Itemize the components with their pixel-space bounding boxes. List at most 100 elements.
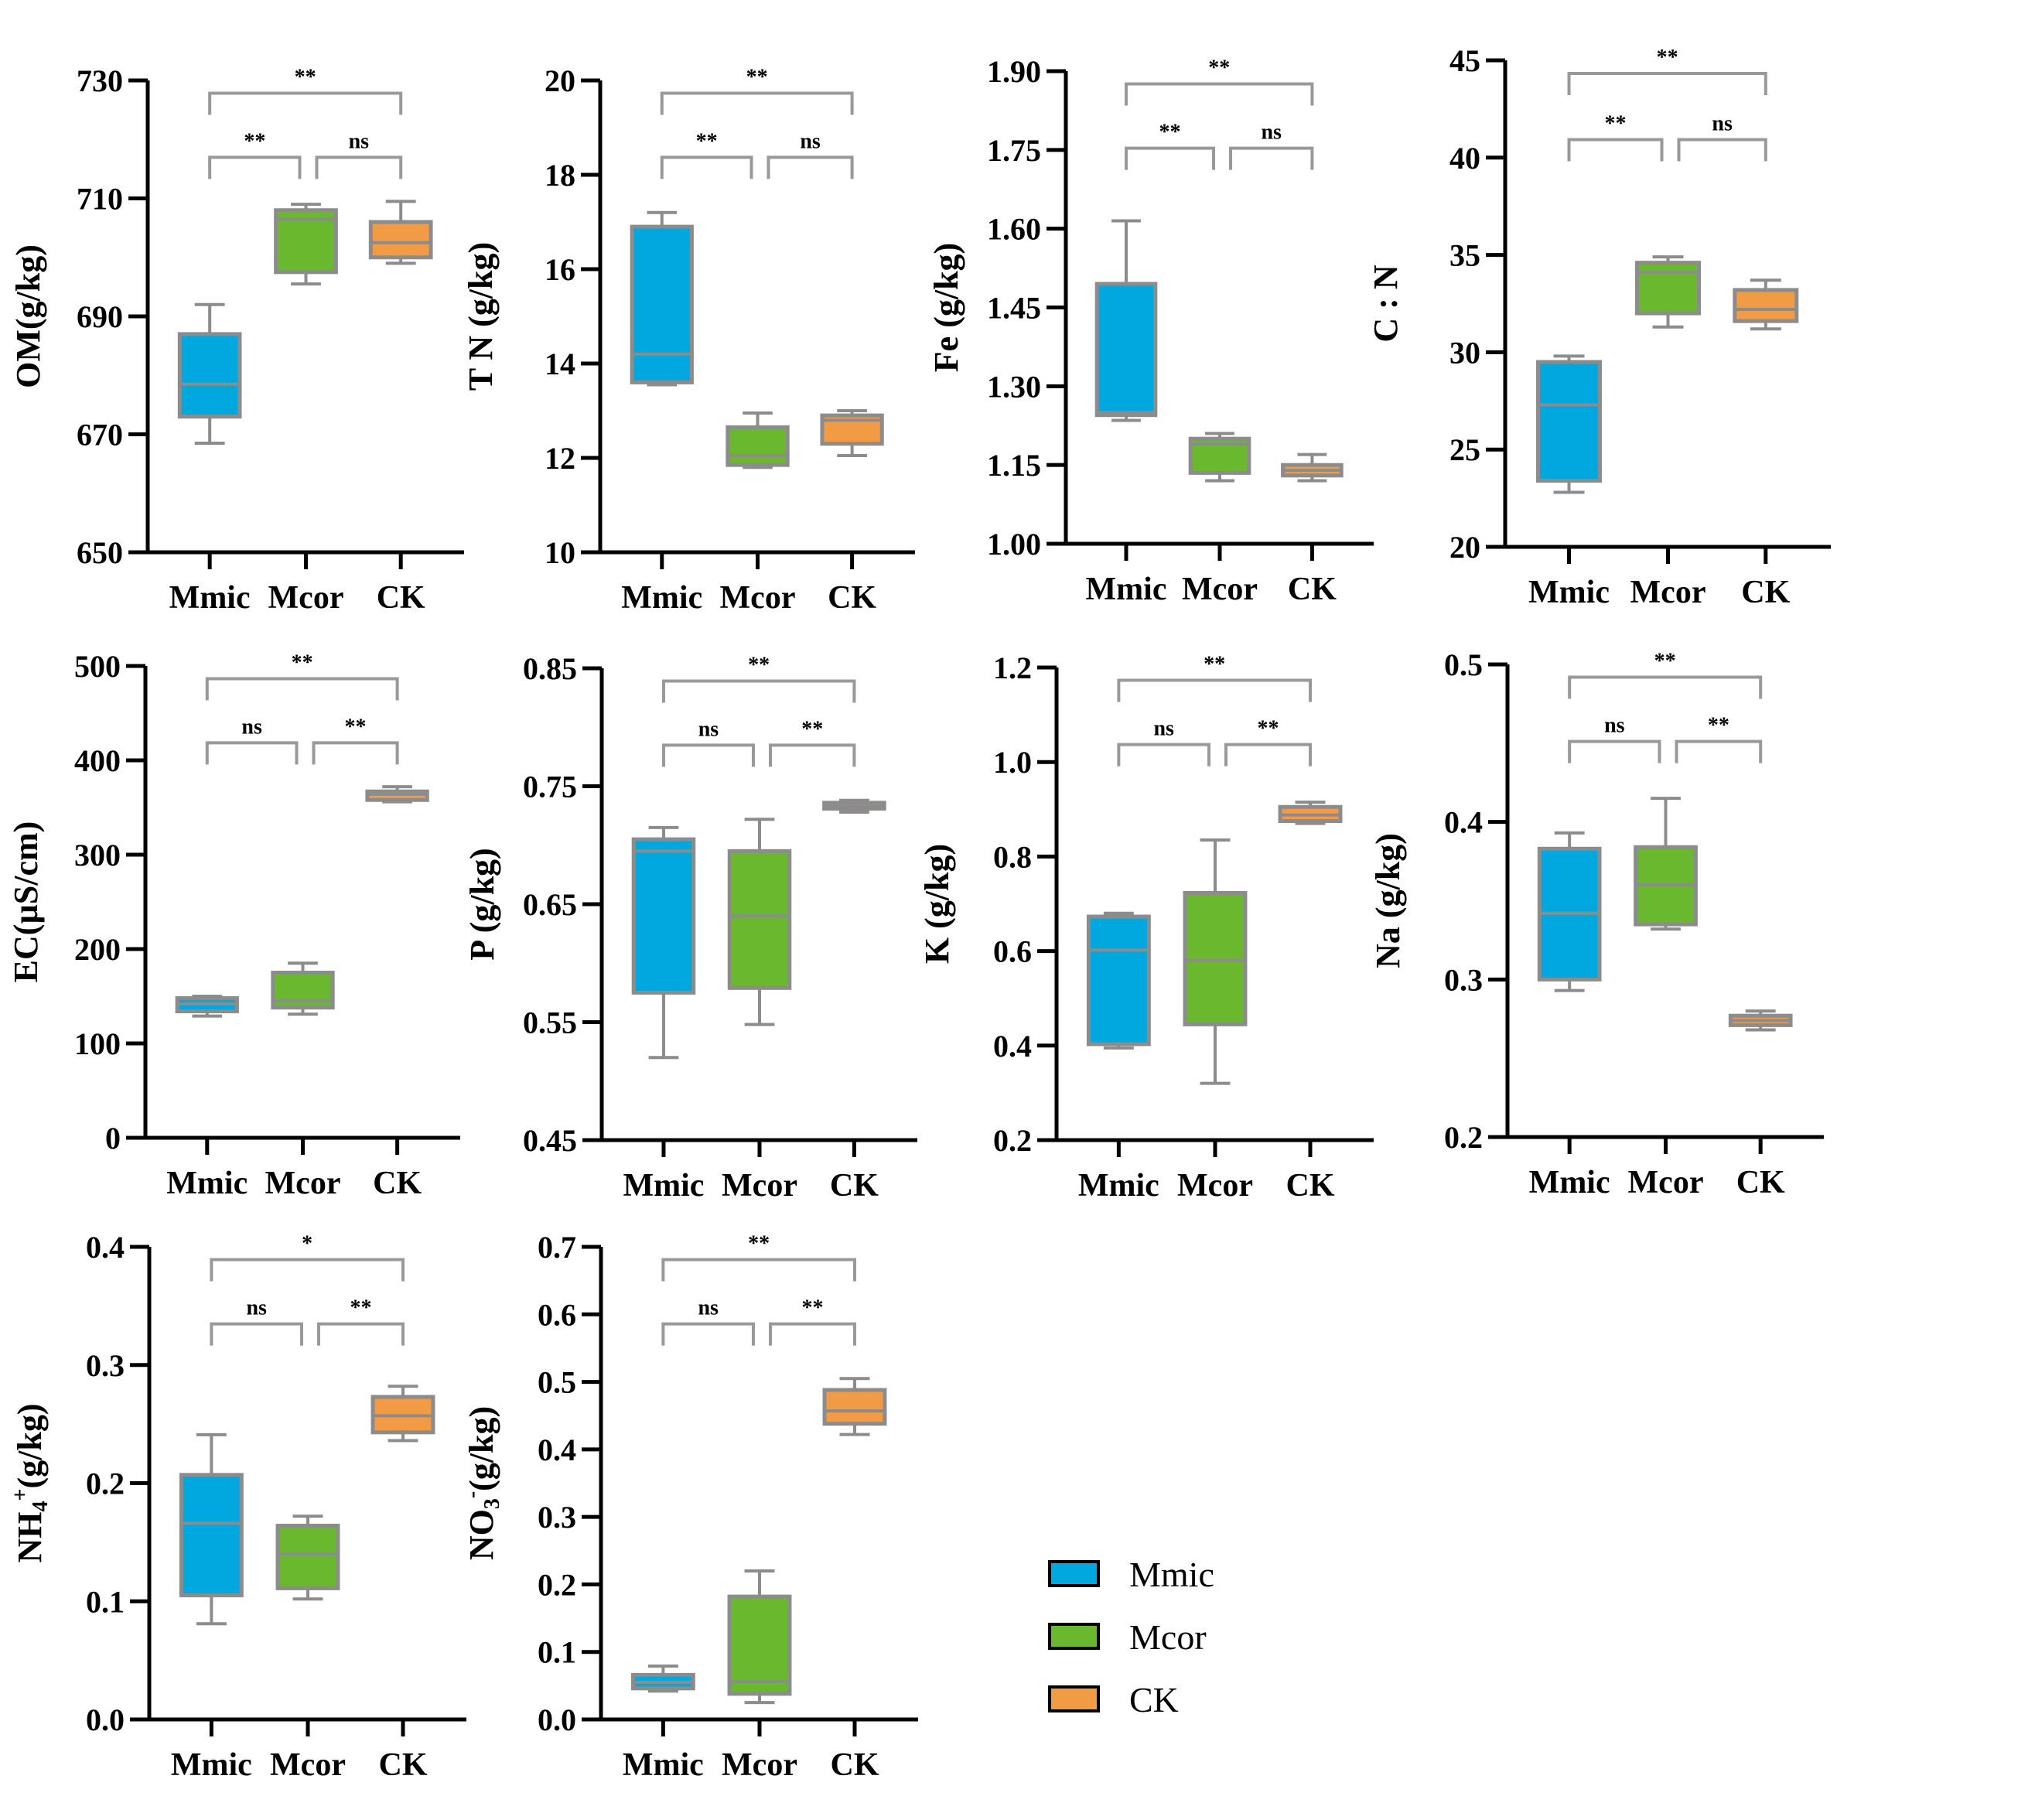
box-ck: [1281, 452, 1344, 483]
box-mmic: [179, 1432, 244, 1626]
y-tick-label: 1.60: [987, 212, 1041, 247]
significance-label: ns: [1261, 121, 1282, 145]
x-tick-label-mcor: Mcor: [1628, 1165, 1704, 1200]
x-tick-label-mmic: Mmic: [1528, 575, 1610, 610]
x-tick-label-mcor: Mcor: [268, 580, 344, 616]
y-tick-label: 0.55: [523, 1006, 577, 1040]
significance-label: **: [1258, 717, 1279, 741]
box-ck: [1733, 278, 1799, 331]
box-iqr: [177, 332, 242, 419]
y-tick-label: 0.3: [538, 1500, 576, 1535]
box-mcor: [275, 1514, 340, 1601]
significance-label: ns: [800, 129, 821, 153]
significance-bracket: [1229, 146, 1314, 170]
x-tick-label-ck: CK: [373, 1166, 422, 1201]
x-tick-label-mmic: Mmic: [1086, 572, 1167, 607]
y-axis-title: Fe (g/kg): [927, 243, 965, 372]
y-tick-label: 1.0: [993, 745, 1032, 780]
significance-bracket: [661, 1258, 856, 1282]
x-tick-label-ck: CK: [1741, 575, 1790, 610]
significance-label: **: [1204, 652, 1225, 676]
box-iqr: [1086, 914, 1151, 1047]
y-tick-label: 0.3: [1444, 962, 1483, 997]
x-tick-label-mcor: Mcor: [722, 1168, 797, 1204]
significance-label: ns: [1153, 717, 1174, 741]
box-iqr: [726, 425, 790, 467]
box-iqr: [368, 220, 433, 260]
significance-label: **: [244, 129, 265, 153]
box-mmic: [1536, 354, 1603, 494]
significance-label: **: [1708, 714, 1729, 738]
x-tick-label-mcor: Mcor: [1182, 572, 1258, 607]
significance-label: **: [696, 129, 718, 153]
y-axis-title: NH4+(g/kg): [9, 1404, 53, 1563]
significance-bracket: [769, 1322, 856, 1346]
y-tick-label: 0.5: [538, 1365, 576, 1400]
x-tick-label-ck: CK: [379, 1747, 428, 1783]
y-axis-title: OM(g/kg): [9, 244, 47, 388]
y-tick-label: 1.00: [987, 527, 1041, 562]
legend: Mmic Mcor CK: [1048, 1555, 1214, 1719]
significance-bracket: [1117, 743, 1210, 767]
significance-bracket: [1224, 743, 1312, 767]
legend-label-ck: CK: [1129, 1680, 1179, 1719]
significance-label: **: [1605, 112, 1627, 136]
y-tick-label: 20: [545, 63, 575, 98]
y-tick-label: 20: [1449, 530, 1480, 565]
significance-label: **: [1654, 649, 1676, 673]
panel-fe: 1.00 1.15 1.30 1.45 1.60 1.75 1.90 Mmic Mcor CK Fe…: [927, 54, 1374, 607]
y-tick-label: 0.65: [523, 887, 577, 922]
significance-bracket: [1125, 82, 1314, 106]
y-tick-label: 400: [74, 743, 121, 778]
y-tick-label: 0.4: [1444, 805, 1483, 840]
significance-bracket: [660, 155, 753, 179]
significance-label: ns: [698, 717, 719, 741]
y-tick-label: 25: [1449, 432, 1480, 467]
significance-label: ns: [349, 129, 370, 153]
box-ck: [368, 200, 433, 265]
significance-label: **: [345, 715, 367, 739]
x-tick-label-mmic: Mmic: [1078, 1168, 1159, 1204]
significance-bracket: [1567, 71, 1767, 95]
x-tick-label-ck: CK: [377, 580, 425, 616]
box-iqr: [822, 1388, 887, 1426]
significance-label: ns: [246, 1296, 267, 1320]
y-tick-label: 10: [545, 535, 575, 570]
panel-ec: 0 100 200 300 400 500 Mmic Mcor CK EC(µS/cm) ** ns *…: [7, 649, 460, 1201]
significance-bracket: [317, 1322, 405, 1346]
x-tick-label-mmic: Mmic: [171, 1747, 252, 1783]
panel-cn: 20 25 30 35 40 45 Mmic Mcor CK C : N ** ** ns: [1367, 43, 1831, 610]
panel-nh4: 0.0 0.1 0.2 0.3 0.4 Mmic Mcor CK NH4+(g/kg) * ns **: [9, 1230, 466, 1783]
significance-bracket: [767, 155, 854, 179]
significance-bracket: [660, 91, 854, 115]
y-tick-label: 30: [1449, 335, 1480, 370]
y-axis-title: Na (g/kg): [1369, 833, 1407, 968]
significance-bracket: [315, 155, 403, 179]
significance-label: **: [801, 717, 823, 741]
y-tick-label: 0.5: [1444, 647, 1483, 682]
significance-bracket: [1117, 678, 1312, 702]
box-iqr: [727, 849, 792, 990]
legend-swatch-ck: [1048, 1685, 1100, 1712]
box-mcor: [727, 1569, 792, 1705]
y-tick-label: 1.90: [987, 54, 1041, 89]
x-tick-label-ck: CK: [830, 1168, 879, 1204]
y-tick-label: 670: [77, 418, 123, 452]
significance-bracket: [1675, 739, 1763, 763]
y-axis-title: K (g/kg): [918, 844, 956, 964]
y-axis-title: C : N: [1367, 265, 1405, 342]
significance-bracket: [205, 741, 299, 765]
y-tick-label: 40: [1449, 141, 1480, 176]
y-tick-label: 1.75: [987, 133, 1041, 168]
y-tick-label: 18: [545, 158, 575, 193]
significance-label: ns: [1604, 714, 1625, 738]
box-iqr: [1635, 261, 1701, 316]
significance-label: **: [295, 65, 316, 89]
y-tick-label: 710: [77, 182, 123, 217]
y-tick-label: 12: [545, 441, 575, 476]
significance-label: **: [1657, 46, 1678, 70]
y-tick-label: 0.7: [538, 1230, 576, 1265]
box-mmic: [631, 825, 696, 1060]
y-tick-label: 0.2: [993, 1123, 1032, 1158]
y-tick-label: 0.85: [523, 651, 577, 686]
